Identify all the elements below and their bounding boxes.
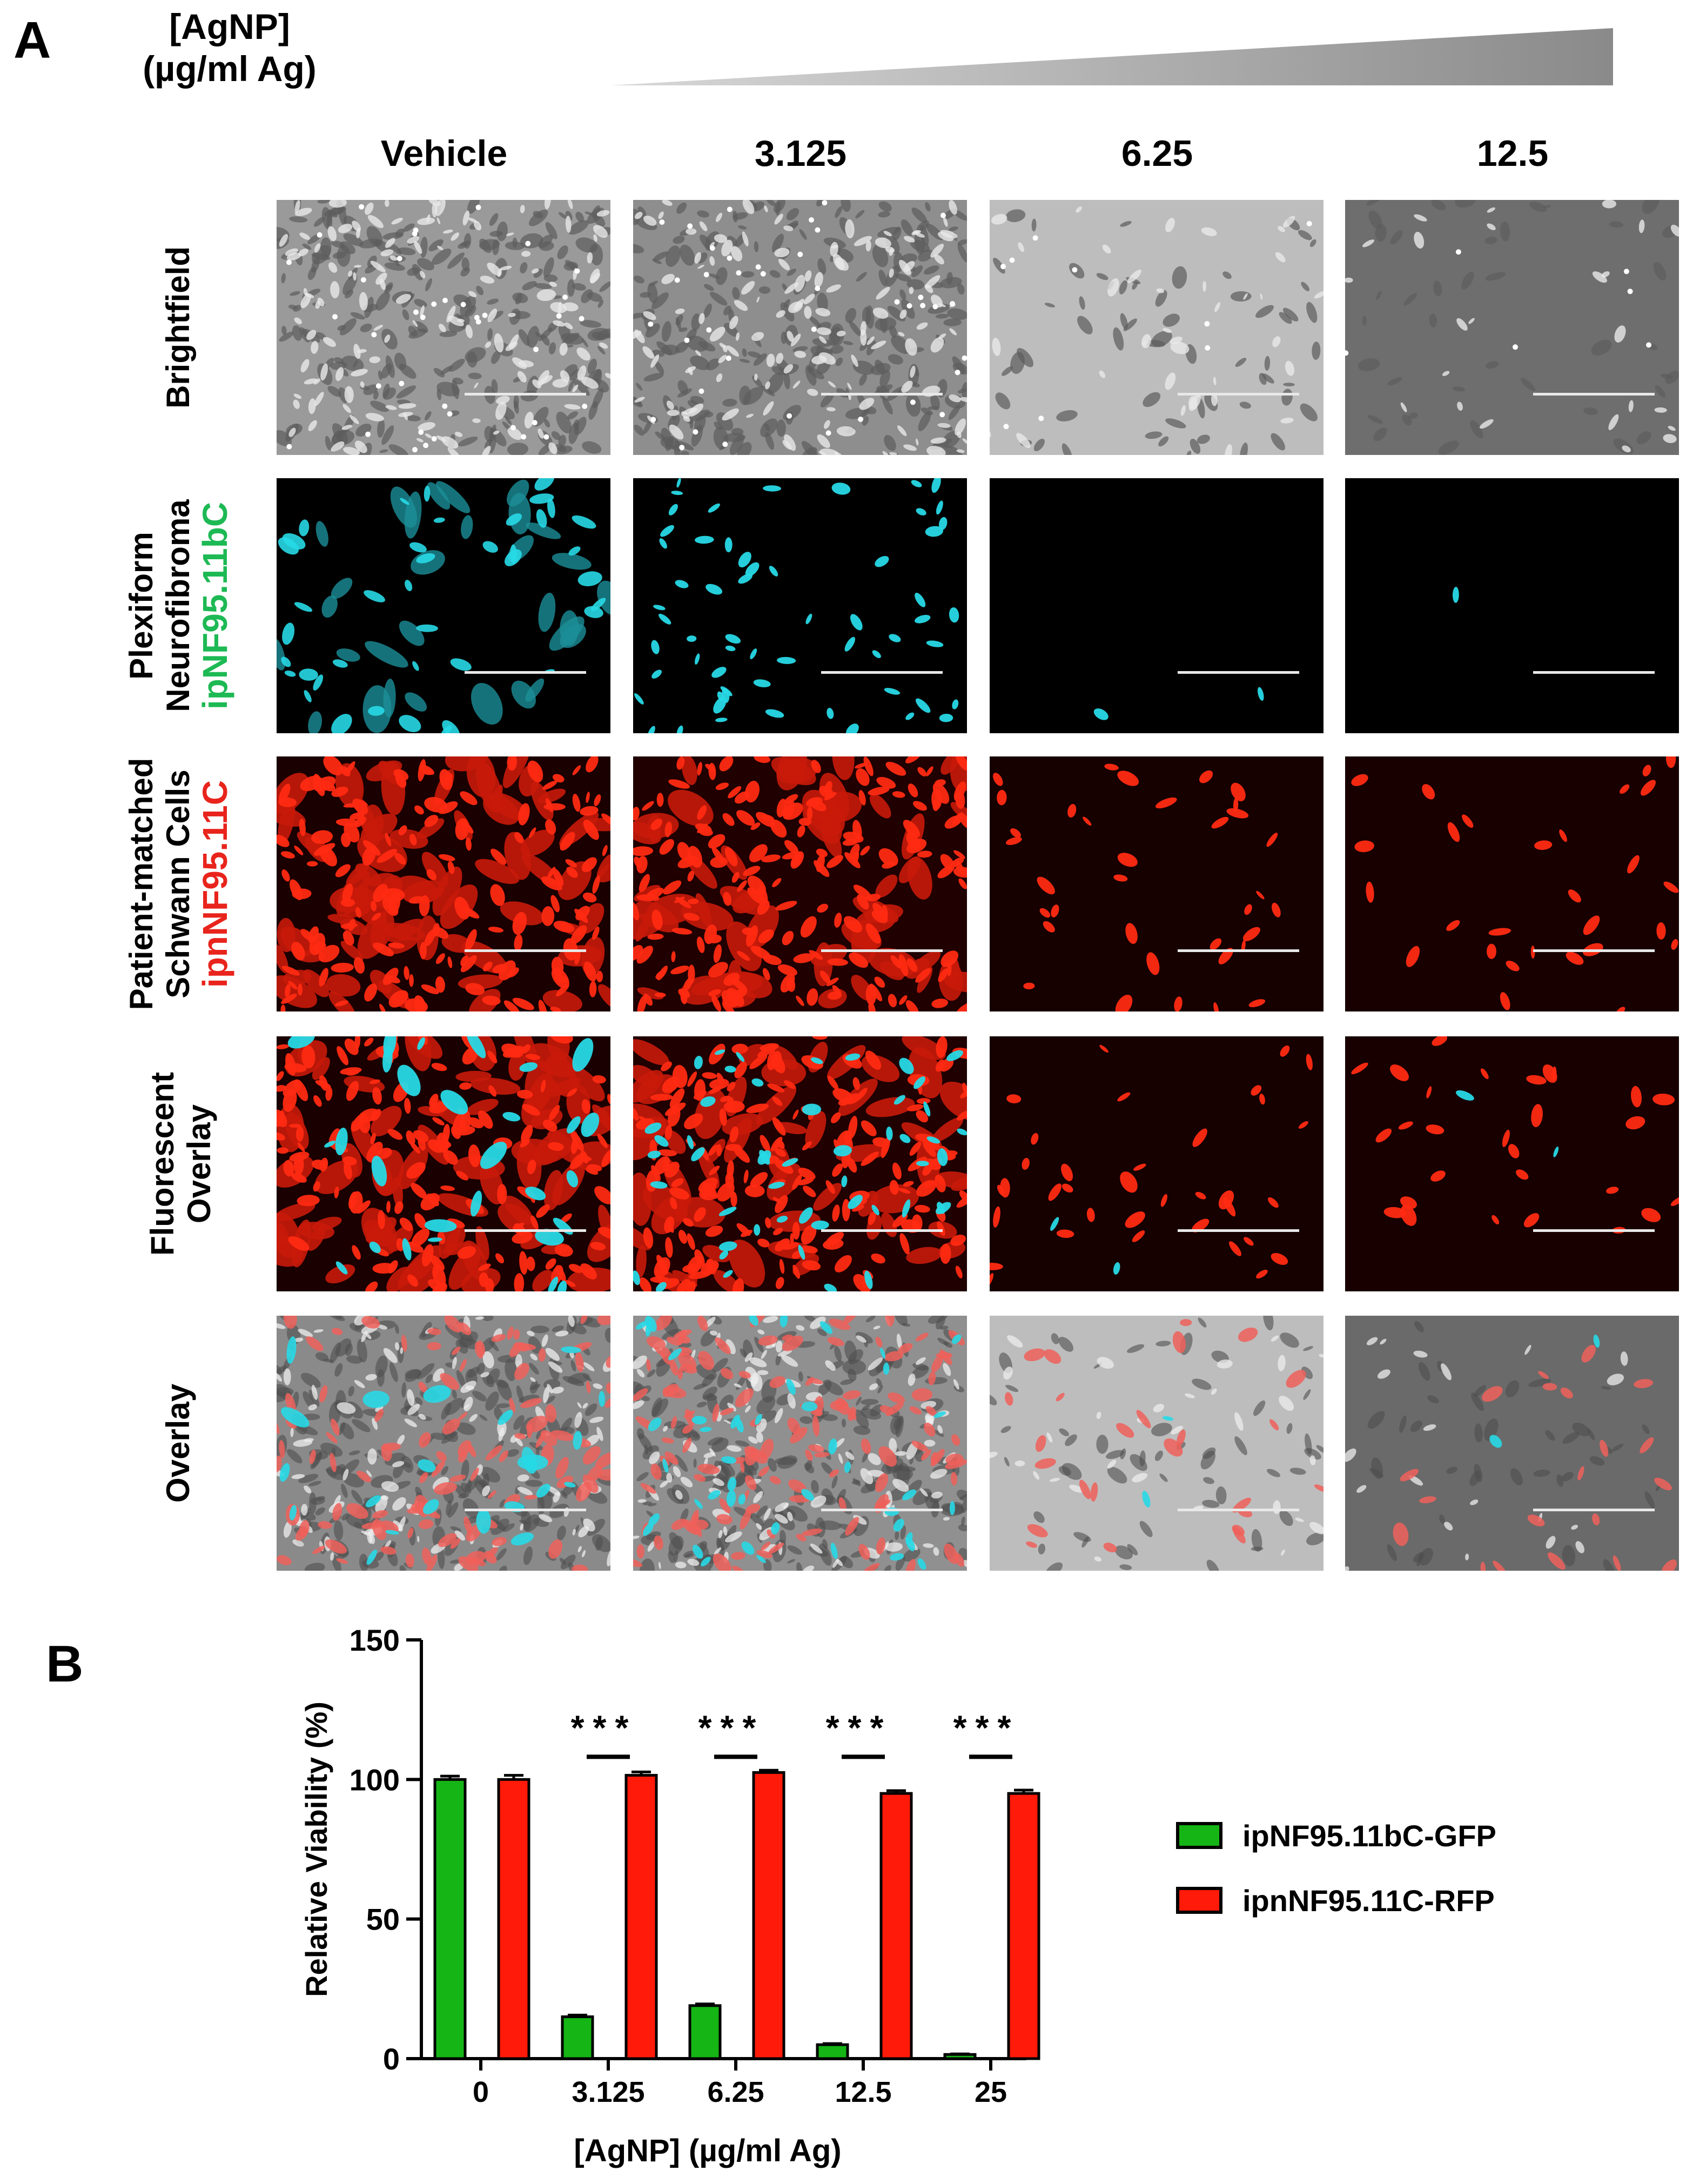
scale-bar [1533,1509,1655,1511]
chart-bars: *** *** *** *** [433,1708,1040,2060]
y-tick-label: 150 [350,1623,400,1657]
micrograph-gfp-1 [633,478,967,733]
panel-letter-b: B [46,1635,84,1693]
micrograph-overlay-2 [990,1316,1324,1571]
row-label-line: Overlay [181,1104,217,1224]
bar-gfp [688,2004,722,2060]
concentration-gradient-wedge [610,28,1613,85]
micrograph-rfp-2 [990,756,1324,1011]
micrograph-bf-1 [633,200,967,455]
concentration-label-line1: [AgNP] [169,6,290,46]
x-tick-label: 6.25 [707,2076,764,2108]
row-label-fluo: Fluorescent Overlay [132,1037,230,1291]
bar-gfp [433,1778,467,2060]
micrograph-overlay-3 [1345,1316,1679,1571]
scale-bar [1178,1229,1299,1232]
bar-gfp [561,2015,594,2060]
scale-bar [465,949,586,952]
scale-bar [465,1229,586,1232]
panel-letter-a: A [14,11,51,69]
micrograph-gfp-0 [277,478,610,733]
micrograph-fluo-2 [990,1036,1324,1291]
row-label-gfp: Plexiform Neurofibroma ipNF95.11bC [108,479,248,733]
legend-swatch-gfp [1176,1822,1222,1849]
x-tick-label: 0 [473,2076,489,2108]
micrograph-rfp-3 [1345,756,1679,1011]
row-label-line: Fluorescent [144,1071,180,1256]
row-label-line: Neurofibroma [160,499,196,712]
column-header-1: 3.125 [754,133,847,174]
scale-bar [821,949,943,952]
row-label-line: ipnNF95.11C [196,780,234,988]
micrograph-bf-3 [1345,200,1679,455]
scale-bar [821,393,943,396]
scale-bar [1178,393,1299,396]
scale-bar [1178,671,1299,674]
bar-rfp [497,1778,530,2060]
x-tick-label: 25 [975,2076,1007,2108]
y-tick-label: 50 [366,1902,400,1937]
chart-axes: 0 50 100 150 Relative Viability (%) [AgNP] (µ… [299,1623,1026,2168]
scale-bar [821,1229,943,1232]
significance-marker: *** [571,1708,637,1747]
micrograph-overlay-1 [633,1316,967,1571]
legend-label-gfp: ipNF95.11bC-GFP [1242,1819,1496,1853]
x-tick-label: 3.125 [572,2076,644,2108]
micrograph-gfp-2 [990,478,1324,733]
scale-bar [1533,393,1655,396]
micrograph-fluo-1 [633,1036,967,1291]
scale-bar [465,1509,586,1511]
significance-marker: *** [698,1708,765,1747]
row-label-line: Brightfield [160,246,196,408]
x-tick-label: 12.5 [835,2076,891,2108]
bar-rfp [624,1774,658,2060]
scale-bar [465,671,586,674]
scale-bar [1178,1509,1299,1511]
row-label-line: Patient-matched [123,758,159,1010]
concentration-label: [AgNP] (µg/ml Ag) [116,5,343,90]
x-axis-label: [AgNP] (µg/ml Ag) [574,2133,841,2168]
row-label-bf: Brightfield [151,200,205,454]
row-label-line: Schwann Cells [160,769,196,999]
row-label-rfp: Patient-matched Schwann Cells ipnNF95.11C [108,757,248,1011]
y-axis-label: Relative Viability (%) [299,1701,333,1997]
column-header-0: Vehicle [380,133,508,174]
legend-label-rfp: ipnNF95.11C-RFP [1242,1884,1495,1918]
bar-rfp [879,1792,913,2060]
row-label-line: Plexiform [123,532,159,680]
bar-gfp [816,2043,849,2060]
column-header-2: 6.25 [1121,133,1193,174]
row-label-line: Overlay [160,1383,196,1503]
micrograph-gfp-3 [1345,478,1679,733]
y-tick-label: 100 [350,1763,400,1797]
legend-swatch-rfp [1176,1887,1222,1914]
column-header-3: 12.5 [1476,133,1549,174]
micrograph-overlay-0 [277,1316,610,1571]
scale-bar [1533,949,1655,952]
scale-bar [1178,949,1299,952]
scale-bar [465,393,586,396]
bar-rfp [752,1771,785,2060]
y-tick-label: 0 [383,2042,400,2076]
micrograph-bf-0 [277,200,610,455]
significance-marker: *** [826,1708,892,1747]
significance-marker: *** [953,1708,1020,1747]
micrograph-fluo-0 [277,1036,610,1291]
scale-bar [1533,1229,1655,1232]
micrograph-bf-2 [990,200,1324,455]
viability-bar-chart: 0 50 100 150 Relative Viability (%) [AgNP] (µ… [299,1623,1496,2168]
chart-legend: ipNF95.11bC-GFP ipnNF95.11C-RFP [1176,1819,1496,1918]
micrograph-rfp-0 [277,756,610,1011]
row-label-overlay: Overlay [151,1316,205,1570]
row-label-line: ipNF95.11bC [196,501,234,710]
concentration-label-line2: (µg/ml Ag) [143,49,317,89]
scale-bar [1533,671,1655,674]
micrograph-rfp-1 [633,756,967,1011]
scale-bar [821,1509,943,1511]
micrograph-fluo-3 [1345,1036,1679,1291]
bar-rfp [1007,1792,1040,2060]
scale-bar [821,671,943,674]
